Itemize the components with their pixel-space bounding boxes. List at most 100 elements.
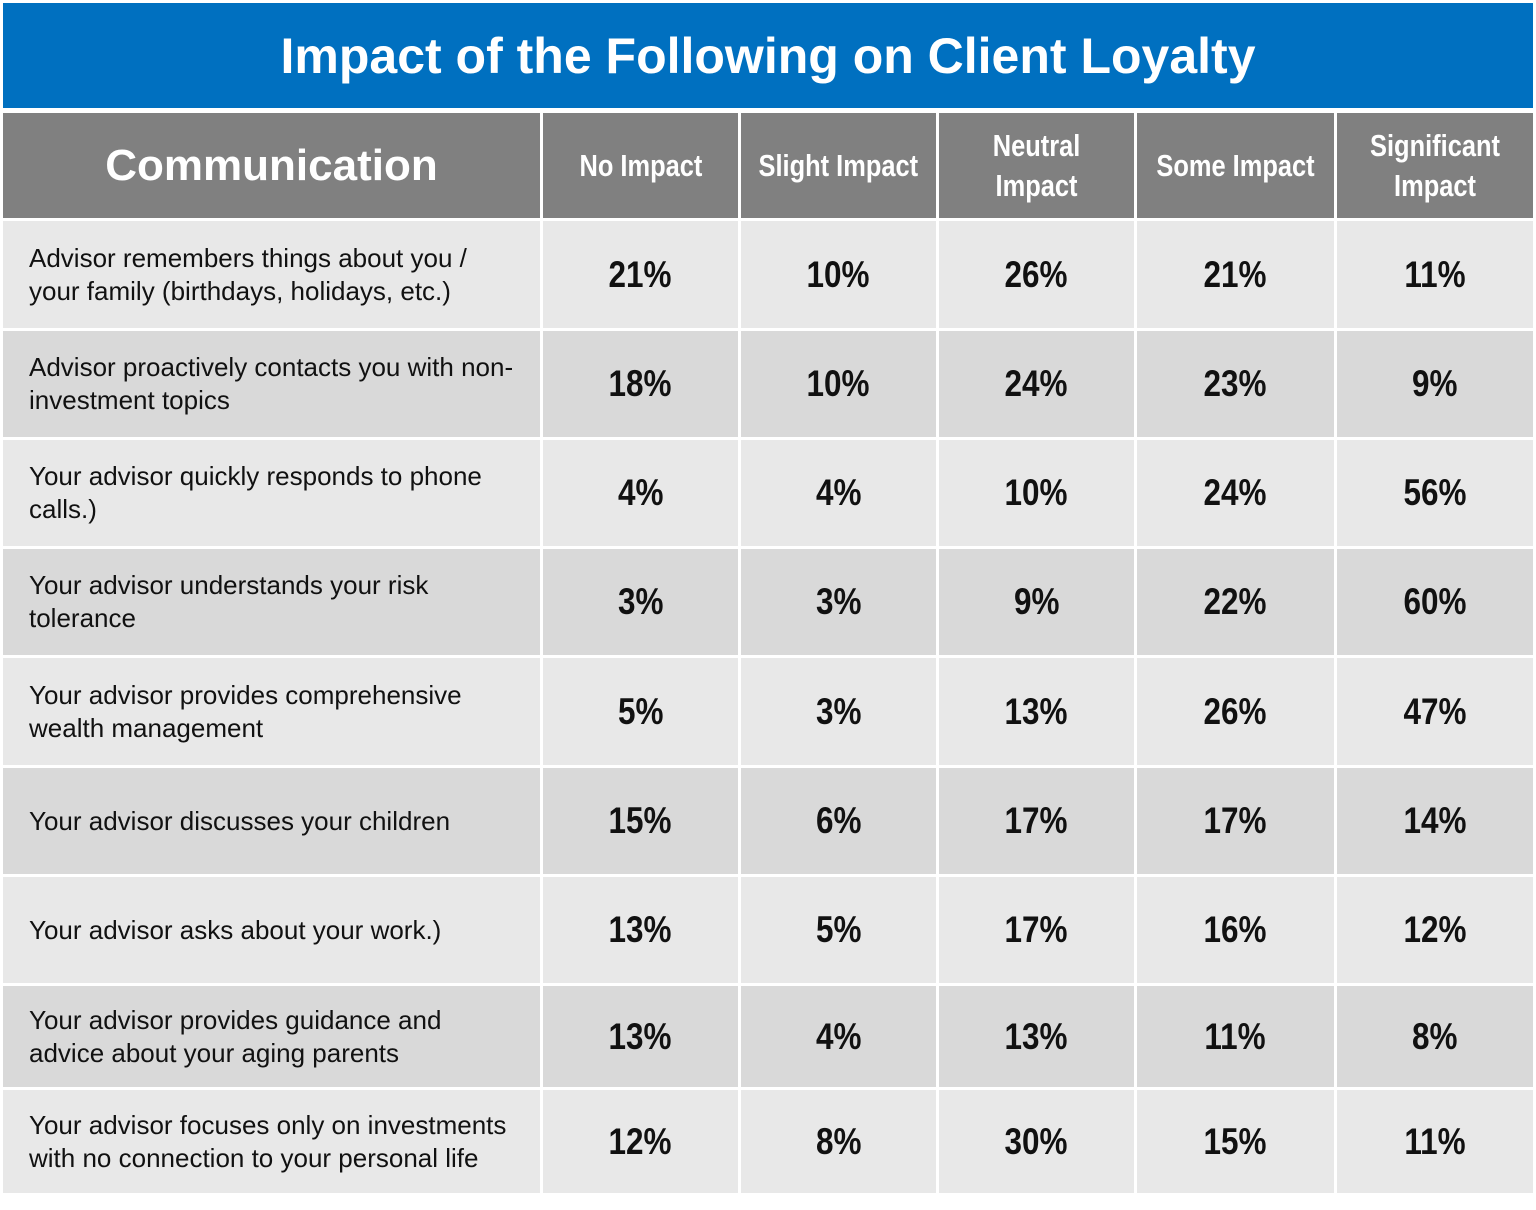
- value-text: 5%: [815, 909, 862, 950]
- value-text: 30%: [1005, 1120, 1068, 1162]
- value-text: 6%: [815, 800, 862, 841]
- row-label: Advisor remembers things about you / you…: [3, 221, 543, 331]
- value-cell: 3%: [741, 658, 939, 768]
- value-cell: 4%: [741, 440, 939, 549]
- value-cell: 21%: [1137, 221, 1337, 331]
- value-cell: 26%: [939, 221, 1137, 331]
- value-cell: 60%: [1337, 549, 1533, 658]
- value-cell: 26%: [1137, 658, 1337, 768]
- value-text: 5%: [617, 690, 664, 732]
- value-text: 60%: [1403, 581, 1467, 622]
- value-text: 26%: [1005, 253, 1068, 295]
- value-cell: 23%: [1137, 331, 1337, 440]
- row-label: Your advisor asks about your work.): [3, 877, 543, 986]
- value-text: 26%: [1204, 690, 1267, 732]
- row-label: Your advisor provides comprehensive weal…: [3, 658, 543, 768]
- column-header-label: Some Impact: [1156, 147, 1315, 183]
- value-text: 3%: [815, 581, 862, 622]
- table-row: Your advisor provides comprehensive weal…: [3, 658, 1533, 768]
- header-cell-slight-impact: Slight Impact: [741, 113, 939, 221]
- value-cell: 21%: [543, 221, 741, 331]
- value-cell: 5%: [741, 877, 939, 986]
- value-text: 24%: [1005, 363, 1068, 404]
- header-row: Communication No Impact Slight Impact Neutr…: [3, 113, 1533, 221]
- value-cell: 9%: [939, 549, 1137, 658]
- value-text: 22%: [1204, 581, 1267, 622]
- header-cell-significant-impact: Significant Impact: [1337, 113, 1533, 221]
- column-header-label: No Impact: [579, 147, 702, 183]
- column-header-label: Significant Impact: [1370, 127, 1500, 203]
- value-cell: 12%: [543, 1090, 741, 1196]
- value-text: 4%: [815, 472, 862, 513]
- value-text: 13%: [609, 909, 672, 950]
- value-text: 17%: [1204, 800, 1267, 841]
- value-text: 9%: [1412, 363, 1458, 404]
- value-text: 4%: [617, 472, 664, 513]
- value-cell: 56%: [1337, 440, 1533, 549]
- value-cell: 13%: [939, 986, 1137, 1090]
- value-cell: 6%: [741, 768, 939, 877]
- value-cell: 8%: [741, 1090, 939, 1196]
- table-row: Your advisor focuses only on investments…: [3, 1090, 1533, 1196]
- value-text: 16%: [1204, 909, 1267, 950]
- value-cell: 11%: [1337, 1090, 1533, 1196]
- value-text: 9%: [1013, 581, 1060, 622]
- value-text: 10%: [807, 363, 870, 404]
- value-text: 47%: [1403, 690, 1467, 732]
- value-cell: 10%: [741, 331, 939, 440]
- column-header-label: Neutral Impact: [992, 127, 1081, 203]
- loyalty-table: Communication No Impact Slight Impact Neutr…: [3, 113, 1533, 1196]
- value-text: 24%: [1204, 472, 1267, 513]
- value-text: 11%: [1404, 1120, 1466, 1162]
- value-cell: 18%: [543, 331, 741, 440]
- row-label: Your advisor provides guidance and advic…: [3, 986, 543, 1090]
- value-cell: 3%: [543, 549, 741, 658]
- value-cell: 4%: [741, 986, 939, 1090]
- value-text: 17%: [1005, 909, 1068, 950]
- value-cell: 47%: [1337, 658, 1533, 768]
- value-text: 13%: [1005, 690, 1068, 732]
- value-text: 17%: [1005, 800, 1068, 841]
- value-cell: 15%: [543, 768, 741, 877]
- value-text: 15%: [1204, 1120, 1267, 1162]
- column-header-label: Slight Impact: [758, 147, 919, 183]
- value-cell: 8%: [1337, 986, 1533, 1090]
- value-cell: 17%: [1137, 768, 1337, 877]
- table-row: Your advisor provides guidance and advic…: [3, 986, 1533, 1090]
- row-label: Advisor proactively contacts you with no…: [3, 331, 543, 440]
- table-row: Your advisor asks about your work.) 13% 5%…: [3, 877, 1533, 986]
- value-cell: 13%: [543, 877, 741, 986]
- row-label: Your advisor focuses only on investments…: [3, 1090, 543, 1196]
- table-row: Advisor proactively contacts you with no…: [3, 331, 1533, 440]
- value-text: 8%: [1412, 1015, 1458, 1057]
- table-row: Your advisor quickly responds to phone c…: [3, 440, 1533, 549]
- value-cell: 10%: [939, 440, 1137, 549]
- value-text: 4%: [815, 1015, 862, 1057]
- table-row: Advisor remembers things about you / you…: [3, 221, 1533, 331]
- header-cell-no-impact: No Impact: [543, 113, 741, 221]
- value-cell: 17%: [939, 768, 1137, 877]
- value-text: 12%: [1403, 909, 1467, 950]
- value-text: 13%: [1005, 1015, 1068, 1057]
- table-row: Your advisor understands your risk toler…: [3, 549, 1533, 658]
- value-cell: 22%: [1137, 549, 1337, 658]
- value-cell: 11%: [1337, 221, 1533, 331]
- header-cell-neutral-impact: Neutral Impact: [939, 113, 1137, 221]
- value-text: 11%: [1204, 1015, 1267, 1057]
- header-cell-some-impact: Some Impact: [1137, 113, 1337, 221]
- value-text: 14%: [1403, 800, 1467, 841]
- value-cell: 5%: [543, 658, 741, 768]
- value-text: 11%: [1404, 253, 1466, 295]
- table-title: Impact of the Following on Client Loyalt…: [3, 3, 1533, 108]
- value-text: 15%: [609, 800, 672, 841]
- row-label: Your advisor quickly responds to phone c…: [3, 440, 543, 549]
- value-cell: 24%: [1137, 440, 1337, 549]
- value-text: 18%: [609, 363, 672, 404]
- value-cell: 30%: [939, 1090, 1137, 1196]
- value-cell: 24%: [939, 331, 1137, 440]
- value-cell: 15%: [1137, 1090, 1337, 1196]
- value-cell: 17%: [939, 877, 1137, 986]
- value-cell: 12%: [1337, 877, 1533, 986]
- value-cell: 9%: [1337, 331, 1533, 440]
- value-text: 21%: [1204, 253, 1267, 295]
